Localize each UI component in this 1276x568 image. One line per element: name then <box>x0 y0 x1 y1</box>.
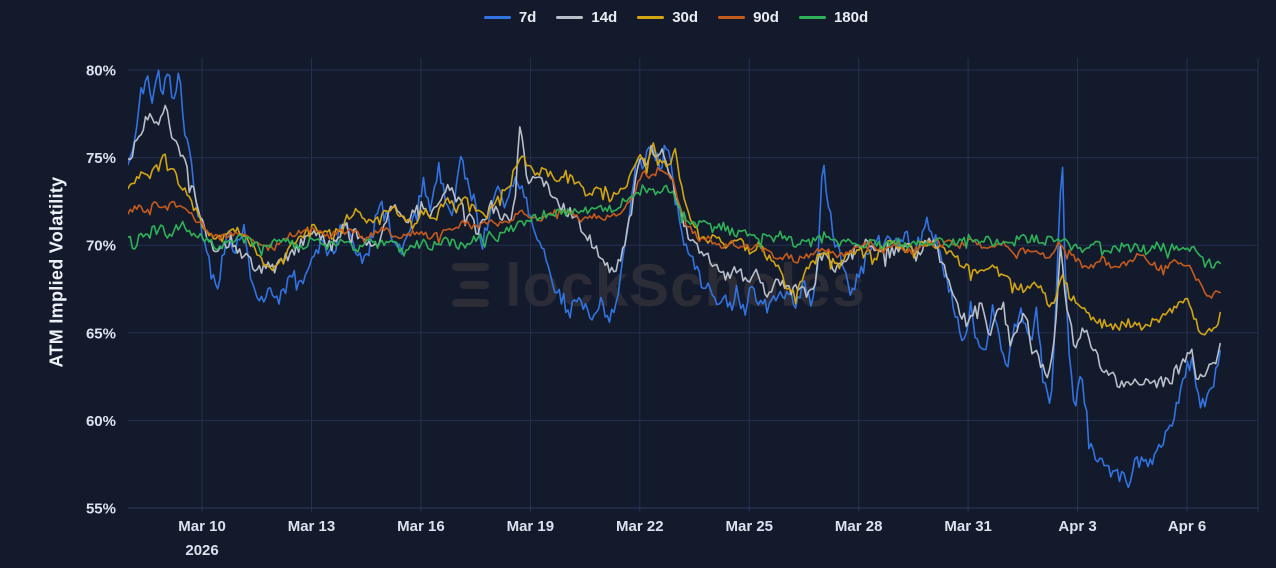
x-tick-label: Apr 6 <box>1168 518 1206 535</box>
y-tick-label: 80% <box>86 63 116 80</box>
legend-swatch-180d <box>798 16 826 19</box>
y-tick-label: 70% <box>86 238 116 255</box>
legend-label-90d: 90d <box>753 9 779 26</box>
legend-item-30d[interactable]: 30d <box>637 9 698 26</box>
x-tick-label: Mar 13 <box>288 518 336 535</box>
series-line-180d <box>128 184 1221 269</box>
x-tick-label: Mar 10 <box>178 518 226 535</box>
y-tick-label: 60% <box>86 413 116 430</box>
series-line-90d <box>128 166 1221 299</box>
x-tick-label: Mar 28 <box>835 518 883 535</box>
legend-swatch-14d <box>556 16 584 19</box>
legend-label-7d: 7d <box>518 9 537 26</box>
series-line-30d <box>128 142 1221 336</box>
y-tick-label: 55% <box>86 501 116 518</box>
legend-item-90d[interactable]: 90d <box>718 9 779 26</box>
x-tick-sublabel: 2026 <box>185 542 218 559</box>
series-line-7d <box>128 69 1221 489</box>
x-tick-label: Mar 25 <box>725 518 773 535</box>
legend-item-14d[interactable]: 14d <box>556 9 617 26</box>
legend-label-30d: 30d <box>672 9 699 26</box>
y-tick-label: 75% <box>86 150 116 167</box>
gridlines <box>128 58 1259 512</box>
x-tick-label: Mar 22 <box>616 518 664 535</box>
axis-labels: 80% 75% 70% 65% 60% 55% Mar 10 2026 Mar 13 Mar 16… <box>86 63 1206 560</box>
legend-swatch-7d <box>483 16 511 19</box>
legend-item-180d[interactable]: 180d <box>798 9 869 26</box>
legend-swatch-30d <box>637 16 665 19</box>
legend-swatch-90d <box>718 16 746 19</box>
x-tick-label: Mar 19 <box>507 518 555 535</box>
x-tick-label: Apr 3 <box>1058 518 1096 535</box>
legend-label-180d: 180d <box>833 9 869 26</box>
legend-item-7d[interactable]: 7d <box>483 9 537 26</box>
x-tick-label: Mar 31 <box>944 518 992 535</box>
legend-label-14d: 14d <box>591 9 618 26</box>
y-tick-label: 65% <box>86 325 116 342</box>
x-tick-label: Mar 16 <box>397 518 445 535</box>
chart-legend: 7d 14d 30d 90d 180d <box>38 9 1276 26</box>
